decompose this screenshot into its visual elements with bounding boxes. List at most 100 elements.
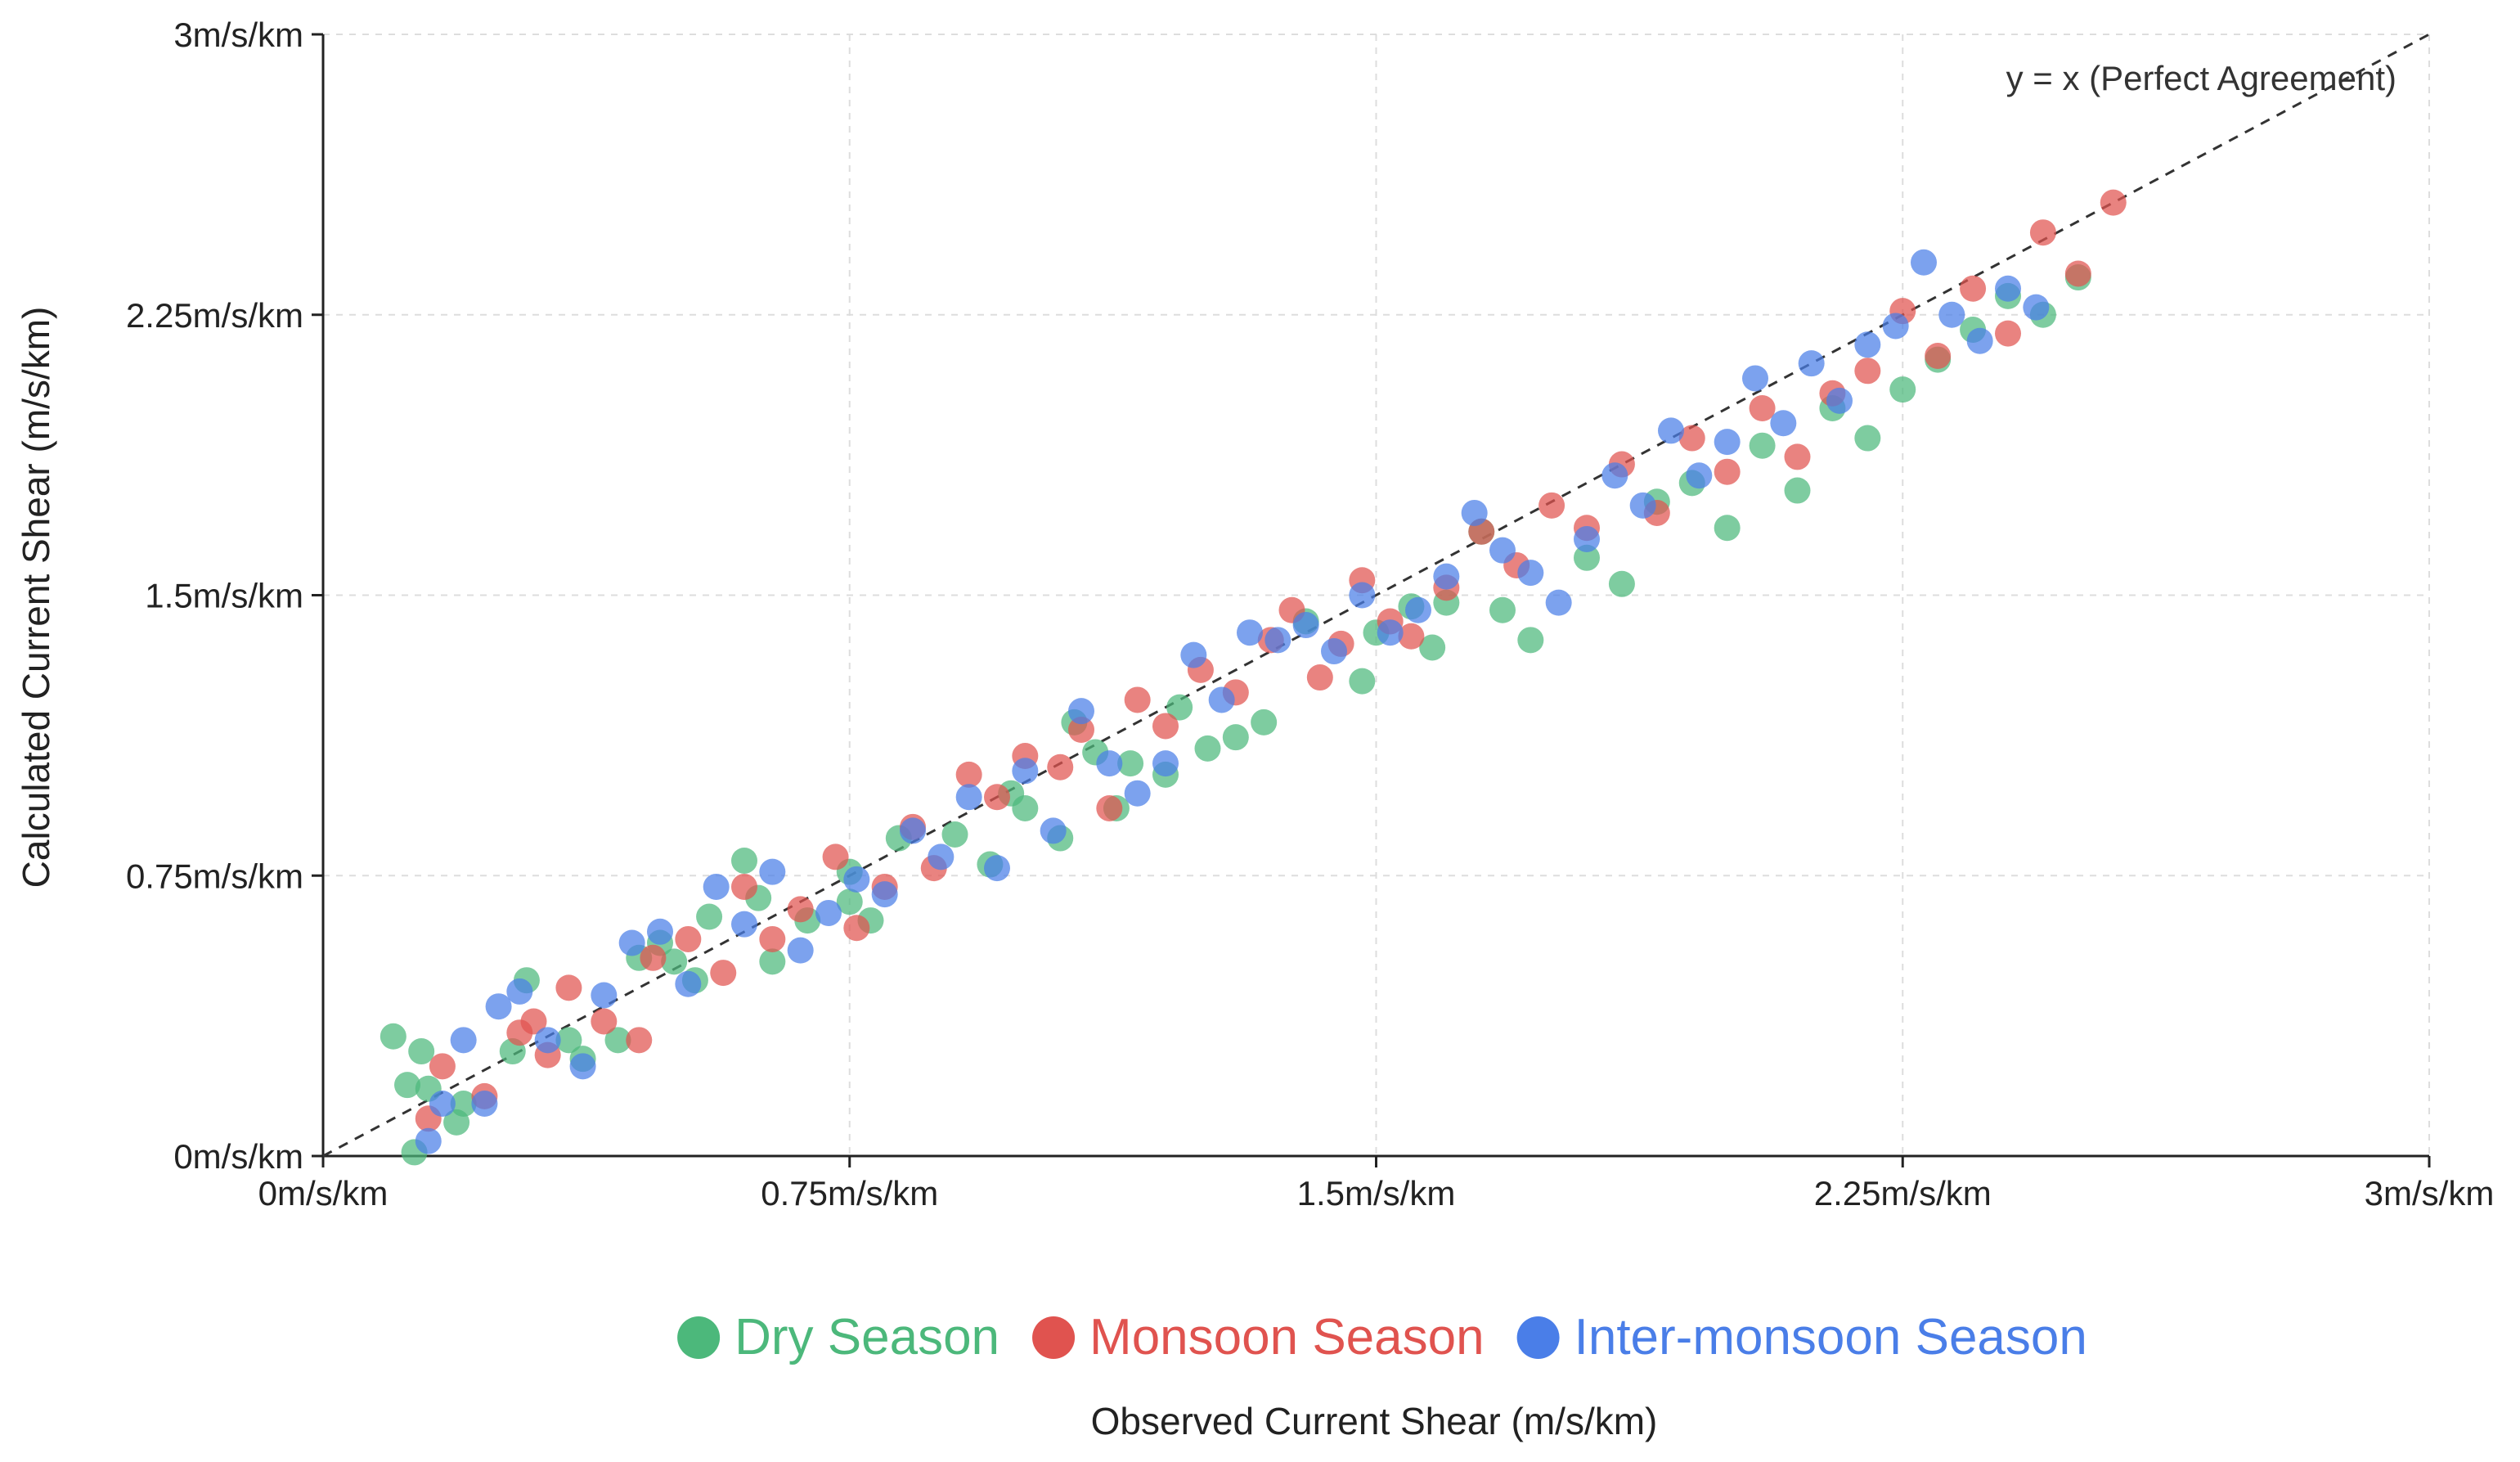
monsoon-season-point	[1784, 443, 1811, 470]
dry-season-point	[836, 888, 863, 915]
dry-season-point	[1714, 515, 1741, 542]
inter-monsoon-season-point	[534, 1027, 561, 1054]
inter-monsoon-season-point	[1321, 638, 1347, 665]
x-tick-label: 3m/s/km	[2365, 1174, 2495, 1212]
monsoon-season-point	[843, 915, 870, 942]
inter-monsoon-season-point	[1264, 627, 1291, 654]
monsoon-season-point	[1960, 275, 1987, 302]
x-tick-label: 0m/s/km	[258, 1174, 389, 1212]
inter-monsoon-season-point	[1966, 327, 1993, 354]
legend-item-dry-season[interactable]: Dry Season	[677, 1309, 999, 1365]
inter-monsoon-season-point	[1208, 686, 1235, 713]
inter-monsoon-season-point	[1349, 582, 1376, 609]
x-axis-title: Observed Current Shear (m/s/km)	[1091, 1400, 1658, 1442]
inter-monsoon-season-point	[1854, 331, 1881, 358]
y-axis-title: Calculated Current Shear (m/s/km)	[15, 307, 57, 888]
inter-monsoon-season-point	[1911, 249, 1937, 276]
dry-season-point	[1222, 724, 1249, 751]
inter-monsoon-season-point	[450, 1027, 477, 1054]
monsoon-season-point	[1152, 713, 1179, 740]
inter-monsoon-season-point	[1124, 780, 1151, 807]
inter-monsoon-season-point	[843, 866, 870, 893]
dry-season-point	[759, 948, 786, 975]
inter-monsoon-season-point	[471, 1091, 498, 1118]
inter-monsoon-season-point	[815, 899, 842, 926]
inter-monsoon-season-point	[429, 1091, 456, 1118]
inter-monsoon-season-point	[618, 929, 645, 956]
dry-season-point	[394, 1072, 420, 1099]
legend-item-monsoon-season[interactable]: Monsoon Season	[1032, 1309, 1485, 1365]
dry-season-point	[1854, 425, 1881, 452]
y-tick-label: 1.5m/s/km	[145, 577, 303, 615]
reference-line-label: y = x (Perfect Agreement)	[2006, 59, 2396, 97]
inter-monsoon-season-point	[1068, 698, 1094, 725]
monsoon-season-point	[1047, 753, 1074, 780]
y-tick-label: 2.25m/s/km	[126, 296, 303, 335]
inter-monsoon-season-point	[787, 937, 814, 964]
y-tick-label: 0m/s/km	[173, 1137, 303, 1176]
inter-monsoon-season-point	[731, 911, 757, 938]
monsoon-season-point	[555, 974, 582, 1001]
monsoon-season-point	[1068, 717, 1094, 744]
dry-season-point	[1012, 794, 1039, 821]
dry-season-point	[1194, 735, 1221, 762]
monsoon-season-point	[1124, 686, 1151, 713]
dry-season-point	[450, 1091, 477, 1118]
inter-monsoon-season-point	[1237, 619, 1263, 646]
monsoon-season-point	[1854, 358, 1881, 385]
inter-monsoon-season-point	[506, 978, 533, 1005]
inter-monsoon-season-point	[1938, 301, 1965, 328]
legend-marker	[1032, 1316, 1076, 1359]
dry-season-point	[1574, 544, 1600, 571]
monsoon-season-point	[2064, 260, 2091, 287]
dry-season-point	[380, 1023, 407, 1050]
inter-monsoon-season-point	[1040, 817, 1067, 844]
legend-label: Inter-monsoon Season	[1574, 1309, 2087, 1365]
inter-monsoon-season-point	[759, 858, 786, 885]
inter-monsoon-season-point	[703, 873, 730, 900]
legend-item-inter-monsoon-season[interactable]: Inter-monsoon Season	[1516, 1309, 2087, 1365]
monsoon-season-point	[759, 925, 786, 952]
inter-monsoon-season-point	[1517, 560, 1544, 587]
inter-monsoon-season-point	[1714, 429, 1741, 456]
inter-monsoon-season-point	[1686, 462, 1713, 489]
inter-monsoon-season-point	[900, 817, 926, 844]
dry-season-point	[696, 903, 723, 930]
dry-season-point	[1749, 432, 1776, 459]
monsoon-season-point	[626, 1027, 653, 1054]
legend-label: Monsoon Season	[1089, 1309, 1485, 1365]
inter-monsoon-season-point	[569, 1053, 596, 1080]
inter-monsoon-season-point	[1545, 589, 1572, 616]
inter-monsoon-season-point	[955, 784, 982, 811]
dry-season-point	[1117, 750, 1144, 777]
inter-monsoon-season-point	[485, 993, 512, 1020]
inter-monsoon-season-point	[1405, 596, 1431, 623]
inter-monsoon-season-point	[1461, 499, 1488, 526]
dry-season-point	[1517, 627, 1544, 654]
inter-monsoon-season-point	[591, 982, 618, 1009]
dry-season-point	[555, 1027, 582, 1054]
monsoon-season-point	[984, 784, 1010, 811]
points-layer	[380, 189, 2127, 1166]
inter-monsoon-season-point	[1433, 563, 1460, 590]
monsoon-season-point	[822, 843, 849, 870]
monsoon-season-point	[1714, 458, 1741, 485]
monsoon-season-point	[787, 896, 814, 923]
monsoon-season-point	[429, 1053, 456, 1080]
dry-season-point	[661, 948, 688, 975]
inter-monsoon-season-point	[1995, 275, 2021, 302]
inter-monsoon-season-point	[928, 843, 955, 870]
monsoon-season-point	[710, 960, 737, 987]
dry-season-point	[1608, 570, 1635, 597]
dry-season-point	[1251, 709, 1278, 735]
inter-monsoon-season-point	[1096, 750, 1123, 777]
monsoon-season-point	[675, 925, 702, 952]
x-tick-label: 0.75m/s/km	[761, 1174, 938, 1212]
legend-label: Dry Season	[734, 1309, 999, 1365]
x-tick-label: 2.25m/s/km	[1814, 1174, 1992, 1212]
dry-season-point	[1349, 668, 1376, 695]
inter-monsoon-season-point	[1489, 537, 1516, 564]
dry-season-point	[408, 1038, 435, 1065]
inter-monsoon-season-point	[1629, 492, 1656, 519]
